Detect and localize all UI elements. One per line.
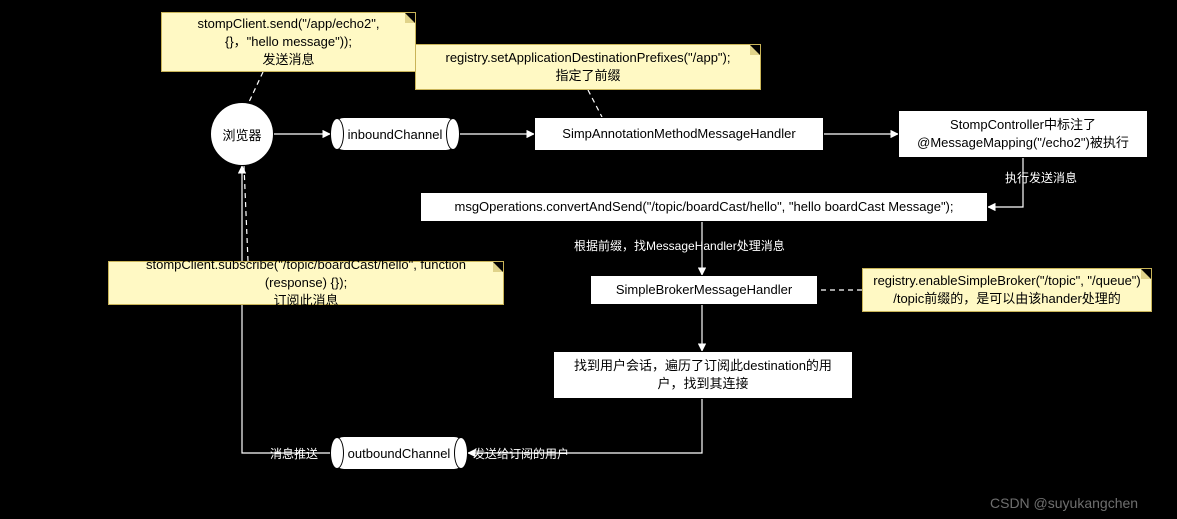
node-stomp-controller: StompController中标注了 @MessageMapping("/ec… — [898, 110, 1148, 158]
node-inbound-channel: inboundChannel — [330, 117, 460, 151]
node-line: 找到用户会话，遍历了订阅此destination的用 — [574, 357, 832, 375]
node-find-session: 找到用户会话，遍历了订阅此destination的用 户，找到其连接 — [553, 351, 853, 399]
node-label: msgOperations.convertAndSend("/topic/boa… — [455, 198, 954, 216]
edge-label-push: 消息推送 — [270, 445, 318, 462]
node-outbound-channel: outboundChannel — [330, 436, 468, 470]
note-prefix: registry.setApplicationDestinationPrefix… — [415, 44, 761, 90]
note-broker: registry.enableSimpleBroker("/topic", "/… — [862, 268, 1152, 312]
note-line: 订阅此消息 — [273, 292, 338, 310]
node-line: 户，找到其连接 — [657, 375, 748, 393]
node-simple-broker-handler: SimpleBrokerMessageHandler — [590, 275, 818, 305]
node-label: 浏览器 — [222, 125, 261, 144]
note-send: stompClient.send("/app/echo2", {}，"hello… — [161, 12, 416, 72]
note-line: registry.enableSimpleBroker("/topic", "/… — [873, 272, 1141, 290]
node-label: inboundChannel — [348, 127, 443, 142]
node-label: SimpleBrokerMessageHandler — [616, 281, 792, 299]
edge-label-byprefix: 根据前缀，找MessageHandler处理消息 — [574, 237, 785, 254]
node-label: SimpAnnotationMethodMessageHandler — [562, 125, 795, 143]
node-label: outboundChannel — [348, 446, 451, 461]
edge-label-exec: 执行发送消息 — [1005, 169, 1077, 186]
note-line: 发送消息 — [262, 51, 314, 69]
note-line: registry.setApplicationDestinationPrefix… — [445, 49, 730, 67]
note-line: stompClient.send("/app/echo2", — [198, 15, 380, 33]
note-line: stompClient.subscribe("/topic/boardCast/… — [119, 256, 493, 292]
node-convert-and-send: msgOperations.convertAndSend("/topic/boa… — [420, 192, 988, 222]
node-simp-handler: SimpAnnotationMethodMessageHandler — [534, 117, 824, 151]
note-line: 指定了前缀 — [555, 67, 620, 85]
edge-label-sendto: 发送给订阅的用户 — [473, 445, 569, 462]
note-line: /topic前缀的，是可以由该hander处理的 — [893, 290, 1121, 308]
node-line: StompController中标注了 — [950, 116, 1096, 134]
node-browser: 浏览器 — [210, 102, 274, 166]
note-line: {}，"hello message")); — [225, 33, 352, 51]
note-subscribe: stompClient.subscribe("/topic/boardCast/… — [108, 261, 504, 305]
watermark: CSDN @suyukangchen — [990, 495, 1138, 511]
node-line: @MessageMapping("/echo2")被执行 — [917, 134, 1129, 152]
